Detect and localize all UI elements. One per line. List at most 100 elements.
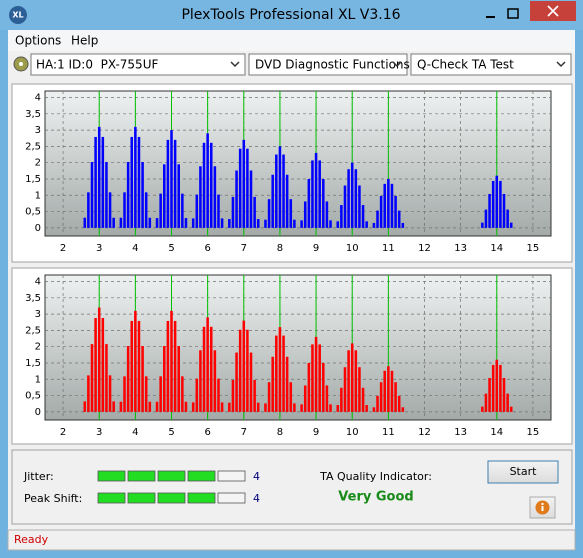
bar — [119, 217, 123, 228]
bar — [311, 160, 314, 228]
y-tick-label: 2 — [35, 158, 41, 169]
bar — [173, 320, 177, 412]
x-tick-label: 9 — [313, 243, 319, 254]
histogram: 0 0,5 1 1,5 2 2,5 3 3,5 4 2 3 4 5 6 7 8 9 10 11 12 13 14 15 — [25, 274, 552, 438]
jitter-label: Jitter: — [23, 470, 54, 483]
bar — [184, 218, 188, 228]
bar — [300, 404, 303, 412]
bar — [358, 185, 361, 228]
bar — [499, 364, 502, 412]
y-tick-label: 3,5 — [25, 293, 41, 304]
y-tick-label: 1 — [35, 190, 41, 201]
bar — [256, 402, 260, 412]
bar — [256, 219, 260, 228]
bar — [376, 395, 379, 412]
bar — [181, 193, 184, 228]
bar — [343, 367, 347, 412]
bar — [249, 170, 253, 228]
bar — [155, 218, 159, 228]
status-bar — [7, 529, 576, 551]
bar — [87, 192, 90, 228]
bar — [350, 162, 354, 228]
x-tick-label: 2 — [60, 243, 66, 254]
bar — [181, 376, 184, 412]
bar — [358, 367, 361, 412]
y-tick-label: 2,5 — [25, 325, 41, 336]
bar — [148, 217, 152, 228]
bar — [343, 185, 347, 228]
drive-dropdown[interactable] — [30, 53, 246, 76]
bar — [137, 320, 141, 412]
bar — [289, 382, 293, 412]
bar — [170, 310, 173, 412]
bar — [148, 401, 152, 412]
x-tick-label: 8 — [277, 243, 283, 254]
bar — [325, 385, 329, 412]
bar — [372, 407, 376, 412]
meter-segment — [217, 470, 246, 482]
x-tick-label: 9 — [313, 427, 319, 438]
bar — [144, 192, 148, 228]
bar — [502, 193, 506, 228]
x-tick-label: 14 — [490, 243, 503, 254]
bar — [506, 393, 509, 412]
bar — [365, 405, 368, 412]
function-dropdown[interactable] — [248, 53, 408, 76]
test-dropdown[interactable] — [410, 53, 572, 76]
bar — [155, 401, 159, 412]
bar — [130, 136, 134, 228]
meter-segment — [97, 492, 126, 504]
bar — [401, 222, 405, 228]
x-tick-label: 3 — [96, 243, 102, 254]
bar — [394, 382, 397, 412]
bar — [347, 169, 350, 228]
menu-item[interactable]: Options — [15, 34, 61, 48]
y-tick-label: 1,5 — [25, 174, 41, 185]
bar — [340, 387, 343, 412]
bar — [159, 376, 162, 412]
start-button-label: Start — [510, 465, 538, 478]
bar — [199, 166, 202, 228]
bar — [285, 356, 289, 412]
bar — [390, 370, 394, 412]
bar — [387, 178, 390, 228]
x-tick-label: 13 — [454, 243, 467, 254]
y-tick-label: 3 — [35, 125, 41, 136]
x-tick-label: 4 — [132, 427, 138, 438]
x-tick-label: 15 — [527, 243, 540, 254]
info-icon-stem — [541, 506, 544, 511]
ta-quality-value: Very Good — [338, 490, 413, 505]
drive-value: HA:1 ID:0 PX-755UF — [36, 58, 158, 72]
bar — [509, 222, 513, 228]
function-value: DVD Diagnostic Functions — [255, 58, 410, 72]
bar — [242, 320, 246, 412]
bar — [112, 401, 115, 412]
maximize-button[interactable] — [507, 8, 519, 19]
bar — [177, 164, 180, 228]
bar — [242, 139, 246, 228]
bar — [336, 405, 340, 412]
bar — [202, 142, 206, 228]
x-tick-label: 12 — [418, 243, 431, 254]
start-button[interactable] — [487, 460, 559, 484]
bar — [112, 217, 115, 228]
bar — [231, 379, 235, 412]
bar — [199, 350, 202, 412]
menu-item[interactable]: Help — [71, 34, 98, 48]
bar — [271, 174, 274, 228]
bar — [94, 318, 97, 412]
x-tick-label: 5 — [168, 427, 174, 438]
bar — [307, 362, 311, 412]
bar — [354, 350, 358, 412]
bar — [213, 350, 217, 412]
meter-segment — [157, 470, 186, 482]
bar — [126, 162, 130, 228]
peak-shift-value: 4 — [253, 492, 260, 505]
bar — [293, 219, 296, 228]
meter-segment — [127, 492, 156, 504]
bar — [83, 217, 87, 228]
bar — [314, 152, 318, 228]
bar — [481, 222, 484, 228]
